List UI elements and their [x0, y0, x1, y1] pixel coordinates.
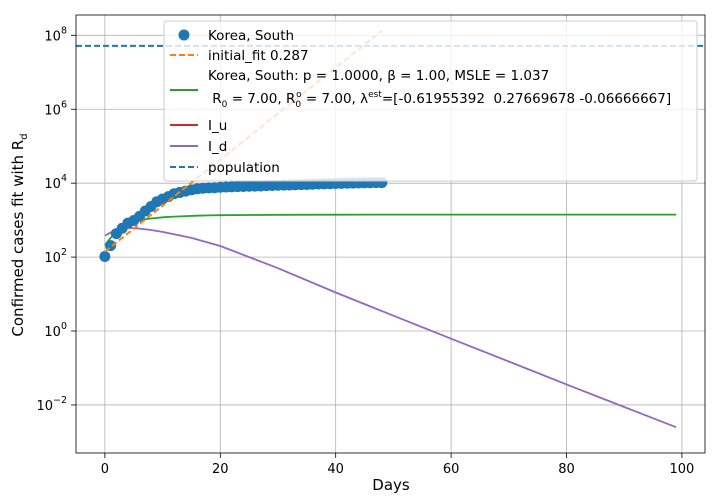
y-tick-label: 106 [44, 99, 67, 118]
y-axis-label: Confirmed cases fit with Rd [9, 133, 30, 336]
plot-border [75, 14, 706, 454]
legend: Korea, South initial_fit 0.287 Korea, So… [163, 20, 698, 182]
y-axis-ticks: 10−2 100 102 104 106 108 [36, 25, 76, 414]
legend-label-population: population [208, 160, 280, 176]
legend-marker-observed [178, 29, 190, 41]
y-tick-label: 100 [44, 321, 67, 340]
legend-label-observed: Korea, South [208, 28, 294, 44]
x-tick-label: 60 [443, 462, 460, 477]
initial-fit-line [104, 29, 383, 253]
plot-frame [75, 14, 706, 454]
x-tick-label: 20 [212, 462, 229, 477]
legend-label-I-u: I_u [208, 118, 227, 134]
y-axis-label-sub: d [19, 133, 30, 139]
x-tick-label: 80 [558, 462, 575, 477]
legend-label-model-fit-line2: R0 = 7.00, R0o = 7.00, λest=[-0.61955392… [208, 90, 671, 110]
observed-point [99, 250, 111, 262]
y-axis-label-main: Confirmed cases fit with R [9, 140, 27, 337]
x-tick-label: 0 [101, 462, 109, 477]
x-axis-ticks: 0 20 40 60 80 100 [101, 453, 695, 477]
x-tick-label: 100 [670, 462, 695, 477]
y-tick-label: 10−2 [36, 395, 67, 414]
y-tick-label: 108 [44, 25, 67, 44]
y-tick-label: 102 [44, 247, 67, 266]
legend-label-initial-fit: initial_fit 0.287 [208, 48, 309, 64]
legend-box [163, 20, 698, 182]
y-tick-label: 104 [44, 173, 67, 192]
x-axis-label: Days [372, 476, 410, 494]
x-tick-label: 40 [327, 462, 344, 477]
legend-label-I-d: I_d [208, 139, 227, 155]
legend-label-model-fit-line1: Korea, South: p = 1.0000, β = 1.00, MSLE… [208, 68, 549, 84]
